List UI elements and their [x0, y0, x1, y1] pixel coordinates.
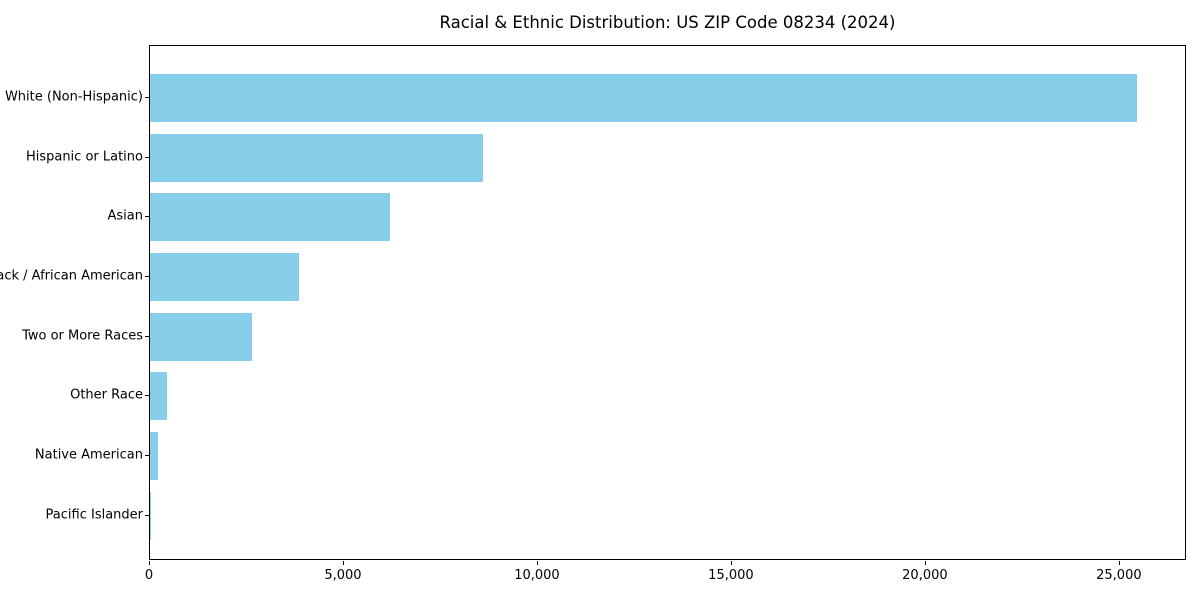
- y-tick-mark: [145, 275, 149, 277]
- y-tick-mark: [145, 395, 149, 397]
- y-tick-label: Black / African American: [0, 268, 143, 284]
- x-tick-label: 0: [144, 568, 154, 583]
- y-tick-mark: [145, 514, 149, 516]
- x-tick-label: 25,000: [1096, 568, 1142, 583]
- y-tick-mark: [145, 335, 149, 337]
- y-tick-mark: [145, 454, 149, 456]
- x-tick-mark: [536, 561, 538, 565]
- bar-5: [150, 372, 168, 421]
- bar-4: [150, 312, 253, 361]
- plot-area: [149, 45, 1186, 560]
- y-tick-label: Two or More Races: [22, 328, 143, 344]
- x-tick-label: 10,000: [514, 568, 560, 583]
- bar-0: [150, 74, 1138, 122]
- bar-6: [150, 431, 159, 480]
- x-tick-mark: [730, 561, 732, 565]
- x-tick-label: 20,000: [902, 568, 948, 583]
- x-tick-mark: [1118, 561, 1120, 565]
- x-tick-mark: [149, 561, 150, 565]
- y-tick-mark: [145, 156, 149, 158]
- x-tick-mark: [924, 561, 926, 565]
- x-tick-mark: [342, 561, 344, 565]
- bar-3: [150, 252, 299, 301]
- y-tick-label: Other Race: [70, 387, 143, 403]
- x-tick-label: 5,000: [324, 568, 362, 583]
- y-tick-label: White (Non-Hispanic): [4, 89, 143, 105]
- y-tick-label: Pacific Islander: [45, 507, 143, 523]
- bar-2: [150, 193, 391, 242]
- x-tick-label: 15,000: [708, 568, 754, 583]
- bar-7: [150, 491, 151, 540]
- y-tick-mark: [145, 97, 149, 98]
- y-tick-label: Native American: [34, 447, 143, 463]
- y-tick-mark: [145, 216, 149, 218]
- y-tick-label: Hispanic or Latino: [25, 149, 143, 165]
- bar-1: [150, 133, 483, 182]
- chart-title: Racial & Ethnic Distribution: US ZIP Cod…: [439, 13, 896, 32]
- y-tick-label: Asian: [107, 208, 143, 224]
